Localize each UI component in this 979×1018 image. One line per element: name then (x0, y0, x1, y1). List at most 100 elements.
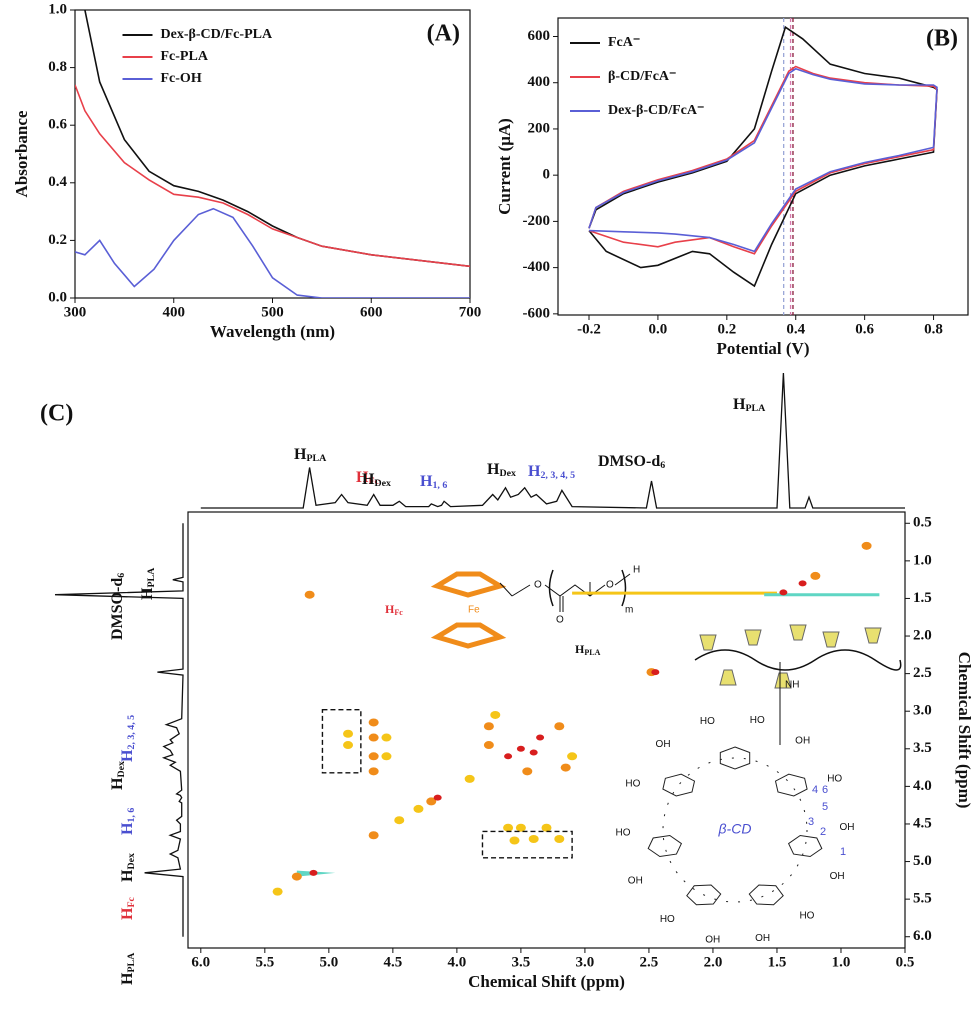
hydroxyl-label: HO (799, 910, 814, 921)
annotation: HDex (487, 461, 516, 480)
structures: Fe HFc O O O H m HPLA NH β-CD HOOHHOOHOH… (385, 565, 902, 945)
y-tick-label: 400 (528, 74, 551, 90)
cd-link (662, 757, 808, 903)
x-tick-label: 700 (459, 304, 482, 320)
annotation-sub: PLA (146, 567, 157, 588)
hydroxyl-label: HO (660, 914, 675, 925)
cross-peak (368, 733, 379, 742)
hydroxyl-label: HO (616, 827, 631, 838)
y-tick-label: 1.0 (913, 552, 932, 568)
hydroxyl-label: HO (750, 715, 765, 726)
cross-peak (343, 729, 354, 738)
o-label: O (606, 580, 614, 591)
highlight-box (481, 830, 573, 859)
panel-label: (C) (40, 401, 73, 427)
position-label: 6 (822, 784, 828, 796)
m-label: m (625, 605, 633, 616)
cross-peak (554, 722, 565, 731)
annotation-sub: Fc (126, 896, 137, 907)
cross-peak (554, 835, 565, 843)
annotation-sub: PLA (126, 952, 137, 973)
cross-peak (779, 589, 788, 596)
x-tick-label: 0.0 (649, 321, 668, 337)
annotation-main: H (119, 749, 136, 762)
annotation-main: DMSO-d (598, 453, 660, 470)
cross-peak (541, 823, 552, 832)
cross-peak (368, 831, 379, 840)
annotation-main: DMSO-d (109, 578, 126, 640)
sub: PLA (584, 648, 600, 657)
hydroxyl-label: HO (625, 779, 640, 790)
y-axis-label: Current (μA) (495, 118, 514, 215)
x-tick-label: 4.0 (448, 954, 467, 970)
sub: Fc (394, 608, 403, 617)
legend-label: β-CD/FcA⁻ (608, 69, 676, 84)
h-fc-label: HFc (385, 602, 403, 617)
y-tick-label: -200 (523, 213, 551, 229)
position-label: 3 (808, 816, 814, 828)
cross-peak (536, 734, 545, 741)
annotation: HDex (119, 853, 138, 882)
x-tick-label: 500 (261, 304, 284, 320)
hydroxyl-label: OH (755, 933, 770, 944)
annotation-main: H (733, 396, 746, 413)
glucose-ring (719, 746, 751, 770)
cross-peak (528, 835, 539, 843)
x-tick-label: 5.0 (319, 954, 338, 970)
annotation: DMSO-d6 (109, 573, 128, 640)
series-line (84, 10, 470, 268)
y-tick-label: 5.5 (913, 891, 932, 907)
annotation-main: H (109, 777, 126, 790)
x-axis-label: Wavelength (nm) (210, 322, 335, 341)
glucose-ring (774, 773, 808, 797)
cross-peak (368, 767, 379, 776)
annotation-sub: 2, 3, 4, 5 (126, 715, 137, 750)
annotation-sub: Dex (499, 468, 516, 479)
cross-peak (560, 763, 571, 772)
h-pla-label: HPLA (575, 642, 601, 657)
x-tick-label: 0.4 (786, 321, 805, 337)
hydroxyl-label: OH (628, 876, 643, 887)
panel-label: (B) (926, 26, 958, 52)
top-projection (200, 372, 905, 509)
cv-curve (588, 65, 938, 255)
legend-label: FcA⁻ (608, 35, 640, 50)
annotation-main: H (119, 822, 136, 835)
annotation-main: H (487, 461, 500, 478)
nh-label: NH (785, 680, 799, 691)
annotation-main: H (362, 471, 375, 488)
y-tick-label: 200 (528, 120, 551, 136)
cone (719, 669, 737, 686)
hydroxyl-label: HO (700, 716, 715, 727)
annotation-sub: Dex (116, 761, 127, 778)
x-tick-label: 1.5 (768, 954, 787, 970)
y-tick-label: 4.0 (913, 778, 932, 794)
cross-peak (304, 590, 315, 599)
cv-curve (588, 67, 938, 253)
x-tick-label: 2.5 (640, 954, 659, 970)
x-tick-label: 1.0 (832, 954, 851, 970)
annotation: HPLA (119, 952, 138, 985)
cone (789, 624, 807, 641)
glucose-ring (787, 834, 823, 858)
annotation: HDex (109, 761, 128, 790)
hydroxyl-label: OH (656, 739, 671, 750)
y-tick-label: 3.0 (913, 703, 932, 719)
cross-peak (272, 887, 283, 896)
cross-peak (426, 797, 437, 806)
x-tick-label: 0.5 (896, 954, 915, 970)
hydroxyl-label: OH (705, 934, 720, 945)
plot-frame (187, 511, 906, 949)
glucose-ring (686, 884, 722, 906)
x-axis-label: Potential (V) (716, 339, 809, 358)
annotation: DMSO-d6 (598, 453, 665, 472)
bracket (548, 569, 627, 607)
cone (822, 631, 840, 648)
annotation-sub: 2, 3, 4, 5 (540, 470, 575, 481)
cross-peak (567, 752, 578, 761)
annotation-sub: PLA (745, 403, 766, 414)
y-tick-label: 3.5 (913, 740, 932, 756)
x-tick-label: 400 (163, 304, 186, 320)
x-axis-label: Chemical Shift (ppm) (468, 972, 625, 991)
cv-curve (588, 25, 938, 288)
